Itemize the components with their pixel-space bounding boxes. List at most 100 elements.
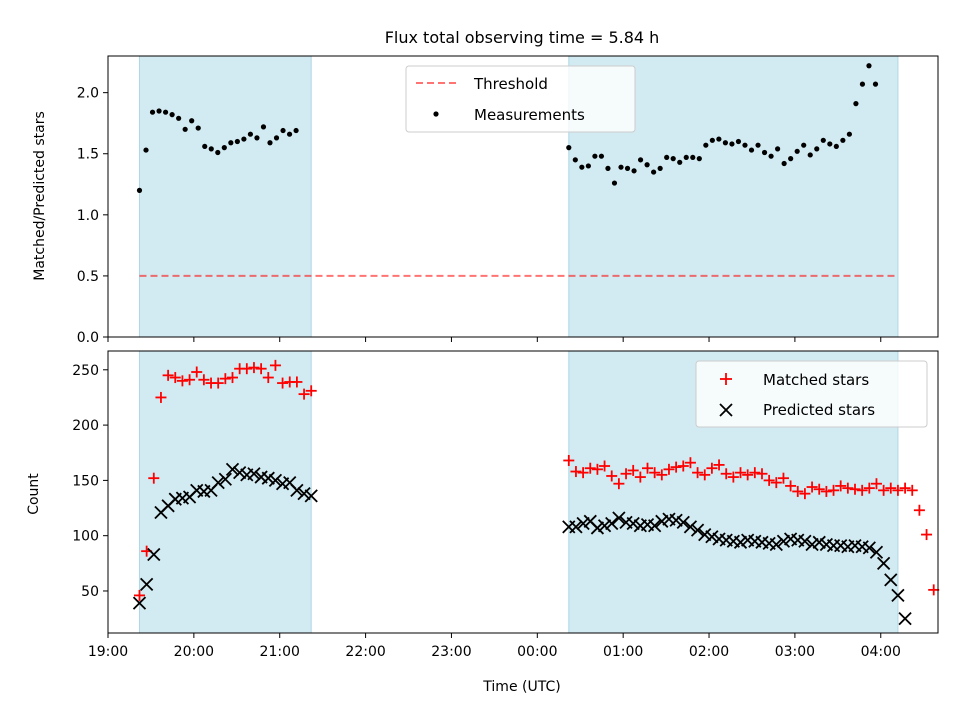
measurement-point <box>273 135 280 141</box>
matched-star-point <box>813 483 825 495</box>
matched-star-point <box>799 488 811 500</box>
measurement-point <box>631 168 637 174</box>
matched-star-point <box>806 481 818 493</box>
y-tick-label: 250 <box>72 363 99 379</box>
measurement-point <box>618 164 624 170</box>
matched-star-point <box>133 589 145 601</box>
measurement-point <box>169 112 175 118</box>
measurement-point <box>846 131 852 137</box>
matched-star-point <box>684 457 696 469</box>
matched-star-point <box>162 369 174 381</box>
predicted-star-point <box>247 467 261 481</box>
matched-star-point <box>563 454 575 466</box>
measurement-point <box>579 164 585 170</box>
measurement-point <box>683 154 689 161</box>
y-tick-label: 150 <box>72 473 99 489</box>
predicted-star-point <box>140 577 154 591</box>
matched-star-point <box>262 372 274 384</box>
measurement-point <box>703 142 709 148</box>
y-tick-label: 100 <box>72 529 99 545</box>
measurement-point <box>195 125 201 131</box>
predicted-star-point <box>698 527 712 542</box>
bottom-panel: 50 100 150 200 250 19:00 20:00 21:00 22:00 23:00… <box>26 350 940 695</box>
bottom-axes-frame <box>107 350 939 634</box>
matched-star-point <box>219 373 231 385</box>
measurement-point <box>592 153 598 159</box>
matched-star-point <box>248 362 260 374</box>
matched-star-point <box>277 377 289 389</box>
measurement-point <box>611 180 618 186</box>
matched-star-point <box>649 467 661 479</box>
matched-star-point <box>885 482 897 494</box>
measurement-point <box>215 149 221 156</box>
top-shaded-intervals <box>138 55 899 338</box>
predicted-star-point <box>769 537 783 552</box>
measurement-point <box>221 145 227 151</box>
top-panel: 0.00.51.01.52.0 Matched/Predicted stars … <box>32 55 939 346</box>
measurement-point <box>189 118 195 124</box>
measurement-point <box>293 127 299 134</box>
y-tick-label: 2.0 <box>77 86 99 102</box>
predicted-star-point <box>876 556 891 570</box>
matched-star-point <box>856 484 868 496</box>
measurement-point <box>566 145 572 151</box>
matched-star-point <box>835 480 847 492</box>
matched-star-point <box>913 504 925 516</box>
predicted-star-point <box>590 521 605 535</box>
measurement-point <box>176 115 182 121</box>
measurement-point <box>182 126 188 132</box>
measurement-point <box>755 142 761 148</box>
measurement-point <box>748 147 755 153</box>
predicted-star-point <box>690 523 705 537</box>
measurement-point <box>814 146 820 152</box>
matched-star-point <box>849 483 861 495</box>
measurement-point <box>788 156 794 162</box>
predicted-star-point <box>669 513 683 527</box>
measurement-point <box>872 81 879 87</box>
top-legend: Threshold Measurements <box>405 65 636 133</box>
matched-star-point <box>148 472 160 484</box>
measurement-point <box>651 169 657 175</box>
matched-star-point <box>227 372 238 384</box>
predicted-star-point <box>132 596 147 610</box>
matched-star-point <box>169 372 181 384</box>
matched-star-point <box>606 470 618 482</box>
legend-measurements-swatch <box>433 111 439 117</box>
y-tick-label: 50 <box>81 584 99 600</box>
measurement-point <box>637 157 644 163</box>
measurement-point <box>241 136 247 142</box>
measurement-point <box>775 146 781 152</box>
predicted-star-point <box>676 515 690 530</box>
bottom-legend: Matched stars Predicted stars <box>695 360 928 428</box>
measurement-point <box>657 165 663 171</box>
measurement-point <box>149 109 156 115</box>
top-axes-frame <box>107 55 939 338</box>
measurement-point <box>735 138 742 145</box>
x-tick-label: 23:00 <box>431 644 471 660</box>
predicted-star-point <box>605 516 619 531</box>
predicted-star-point <box>576 516 590 531</box>
matched-star-point <box>305 385 317 397</box>
matched-star-point <box>820 485 832 497</box>
matched-star-point <box>584 462 596 474</box>
matched-star-point <box>184 374 196 386</box>
matched-star-point <box>863 482 875 494</box>
matched-star-point <box>713 459 725 471</box>
matched-star-point <box>749 467 761 479</box>
x-tick-label: 04:00 <box>861 644 901 660</box>
matched-star-point <box>892 484 904 496</box>
matched-star-point <box>176 375 188 387</box>
matched-star-point <box>670 461 682 473</box>
matched-star-point <box>742 469 754 481</box>
measurement-point <box>228 140 234 146</box>
measurement-point <box>677 159 683 165</box>
measurement-point <box>644 162 650 168</box>
measurement-point <box>761 149 768 156</box>
predicted-star-point <box>261 471 275 485</box>
predicted-star-point <box>597 519 612 533</box>
legend-matched-label: Matched stars <box>763 371 869 389</box>
top-legend-box <box>405 65 636 133</box>
measurement-points <box>136 63 879 193</box>
measurement-point <box>709 137 715 143</box>
